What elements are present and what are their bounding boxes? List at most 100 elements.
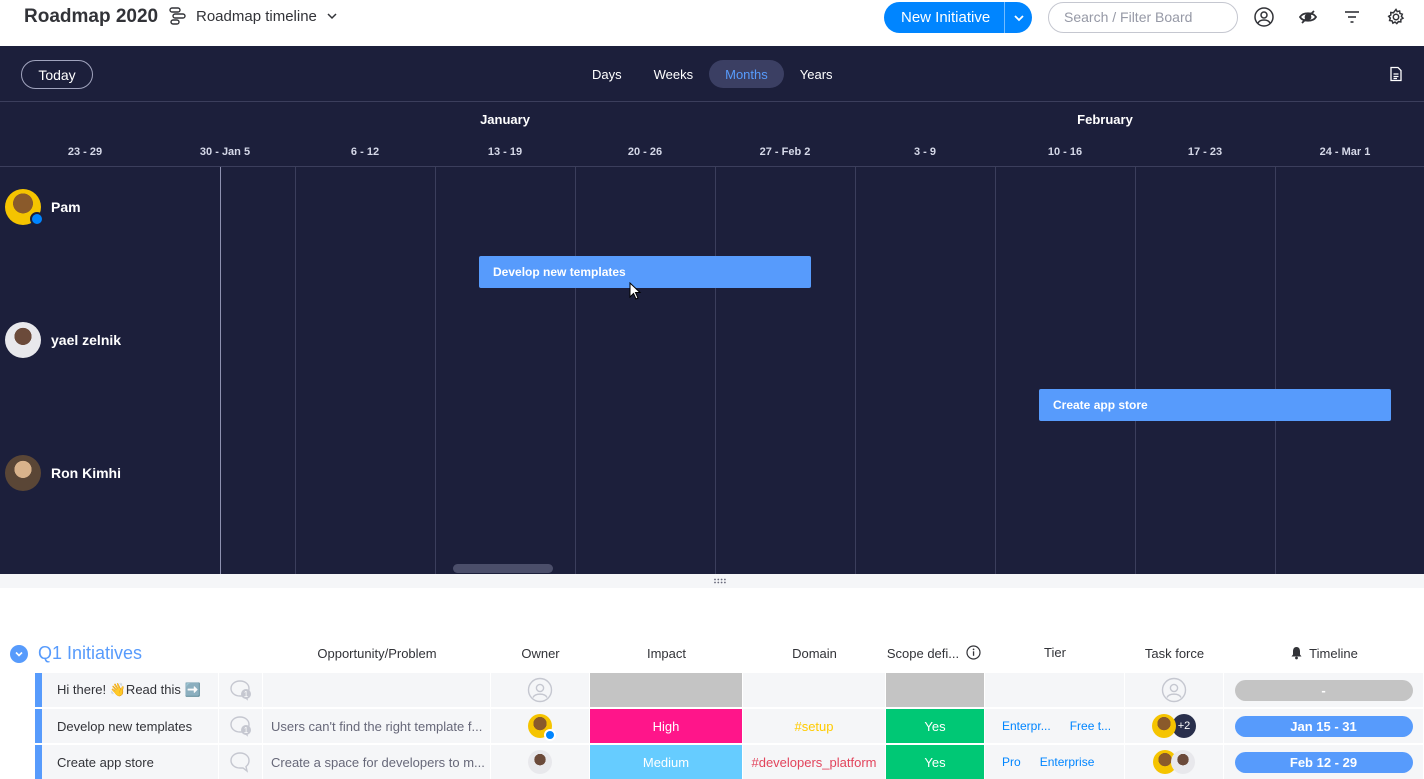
tier-tag: Enterpr... bbox=[1002, 719, 1051, 733]
group-name[interactable]: Q1 Initiatives bbox=[38, 643, 143, 663]
settings-gear-icon[interactable] bbox=[1385, 6, 1407, 28]
owner-cell[interactable] bbox=[491, 709, 590, 743]
column-header-tier[interactable]: Tier bbox=[1044, 645, 1066, 660]
scale-tab-weeks[interactable]: Weeks bbox=[653, 66, 694, 82]
board-title: Roadmap 2020 bbox=[24, 6, 159, 27]
group-color-stripe bbox=[35, 709, 42, 743]
owner-cell[interactable] bbox=[491, 673, 590, 707]
timeline-view-icon bbox=[168, 6, 188, 26]
scope-defined-cell[interactable] bbox=[886, 673, 985, 707]
timeline-cell[interactable]: Jan 15 - 31 bbox=[1224, 709, 1424, 743]
horizontal-scrollbar[interactable] bbox=[453, 564, 553, 573]
tier-cell[interactable]: Pro Enterprise bbox=[985, 745, 1125, 779]
drag-grip-icon[interactable] bbox=[713, 578, 727, 584]
person-row-pam[interactable]: Pam bbox=[5, 189, 81, 226]
person-filter-icon[interactable] bbox=[1253, 6, 1275, 28]
updates-button[interactable]: 1 bbox=[219, 709, 263, 743]
avatar[interactable] bbox=[1171, 750, 1195, 774]
tier-tag: Pro bbox=[1002, 755, 1021, 769]
filter-icon[interactable] bbox=[1341, 6, 1363, 28]
table-row[interactable]: Hi there! 👋Read this ➡️ 1 - bbox=[35, 673, 1424, 707]
new-initiative-label[interactable]: New Initiative bbox=[901, 9, 991, 26]
week-gridline bbox=[1275, 167, 1276, 574]
info-icon[interactable] bbox=[966, 645, 981, 660]
scale-tab-months[interactable]: Months bbox=[709, 60, 784, 88]
avatar[interactable] bbox=[528, 750, 552, 774]
opportunity-cell[interactable] bbox=[263, 673, 491, 707]
conversation-icon[interactable]: 1 bbox=[229, 715, 253, 737]
opportunity-cell[interactable]: Users can't find the right template f... bbox=[263, 709, 491, 743]
table-row[interactable]: Create app store Create a space for deve… bbox=[35, 745, 1424, 779]
today-button[interactable]: Today bbox=[21, 60, 93, 89]
scale-tab-years[interactable]: Years bbox=[799, 66, 833, 82]
column-header-opportunity[interactable]: Opportunity/Problem bbox=[317, 646, 437, 661]
conversation-icon[interactable]: 1 bbox=[229, 679, 253, 701]
updates-button[interactable] bbox=[219, 745, 263, 779]
task-force-cell[interactable]: +2 bbox=[1125, 709, 1224, 743]
avatar[interactable] bbox=[1152, 714, 1176, 738]
avatar[interactable] bbox=[528, 714, 556, 741]
group-header[interactable]: Q1 Initiatives bbox=[10, 643, 142, 664]
timeline-pill[interactable]: Jan 15 - 31 bbox=[1234, 715, 1413, 737]
mouse-cursor-icon bbox=[629, 282, 642, 300]
tier-cell[interactable] bbox=[985, 673, 1125, 707]
column-header-domain[interactable]: Domain bbox=[792, 646, 837, 661]
timeline-bar-create-app-store[interactable]: Create app store bbox=[1039, 389, 1391, 421]
hide-icon[interactable] bbox=[1297, 6, 1319, 28]
more-people-badge[interactable]: +2 bbox=[1172, 714, 1196, 738]
view-switcher[interactable]: Roadmap timeline bbox=[168, 6, 339, 26]
person-row-ron[interactable]: Ron Kimhi bbox=[5, 455, 121, 491]
avatar[interactable] bbox=[5, 455, 41, 491]
item-name[interactable]: Develop new templates bbox=[42, 709, 219, 743]
empty-person-icon[interactable] bbox=[527, 677, 553, 703]
task-force-cell[interactable] bbox=[1125, 745, 1224, 779]
new-initiative-button[interactable]: New Initiative bbox=[884, 2, 1032, 33]
avatar[interactable] bbox=[5, 322, 41, 358]
opportunity-cell[interactable]: Create a space for developers to m... bbox=[263, 745, 491, 779]
item-name[interactable]: Create app store bbox=[42, 745, 219, 779]
column-header-scope[interactable]: Scope defi... bbox=[886, 646, 960, 661]
export-document-icon[interactable] bbox=[1388, 66, 1404, 87]
owner-cell[interactable] bbox=[491, 745, 590, 779]
timeline-pill[interactable]: - bbox=[1234, 679, 1413, 701]
domain-cell[interactable]: #developers_platform bbox=[743, 745, 886, 779]
search-input[interactable]: Search / Filter Board bbox=[1048, 2, 1238, 33]
week-label: 3 - 9 bbox=[913, 146, 937, 158]
scope-defined-cell[interactable]: Yes bbox=[886, 745, 985, 779]
task-force-cell[interactable] bbox=[1125, 673, 1224, 707]
impact-status-cell[interactable]: High bbox=[590, 709, 743, 743]
timeline-cell[interactable]: - bbox=[1224, 673, 1424, 707]
impact-status-cell[interactable] bbox=[590, 673, 743, 707]
empty-person-icon[interactable] bbox=[1161, 677, 1187, 703]
week-gridline bbox=[995, 167, 996, 574]
column-header-owner[interactable]: Owner bbox=[521, 646, 560, 661]
tier-tag: Free t... bbox=[1069, 719, 1112, 733]
panel-resize-handle[interactable] bbox=[0, 574, 1424, 588]
timeline-pill[interactable]: Feb 12 - 29 bbox=[1234, 751, 1413, 773]
group-color-stripe bbox=[35, 673, 42, 707]
scale-tab-days[interactable]: Days bbox=[592, 66, 622, 82]
domain-cell[interactable] bbox=[743, 673, 886, 707]
top-bar: Roadmap 2020 Roadmap timeline New Initia… bbox=[0, 0, 1424, 46]
impact-status-cell[interactable]: Medium bbox=[590, 745, 743, 779]
new-item-dropdown-icon[interactable] bbox=[1005, 12, 1032, 24]
today-line bbox=[220, 167, 221, 574]
domain-cell[interactable]: #setup bbox=[743, 709, 886, 743]
person-name: Ron Kimhi bbox=[51, 465, 121, 481]
timeline-bar-develop-new-templates[interactable]: Develop new templates bbox=[479, 256, 811, 288]
timeline-cell[interactable]: Feb 12 - 29 bbox=[1224, 745, 1424, 779]
tier-cell[interactable]: Enterpr... Free t... bbox=[985, 709, 1125, 743]
updates-button[interactable]: 1 bbox=[219, 673, 263, 707]
column-header-impact[interactable]: Impact bbox=[646, 646, 686, 661]
timeline-panel: Today Days Weeks Months Years January Fe… bbox=[0, 46, 1424, 574]
scope-defined-cell[interactable]: Yes bbox=[886, 709, 985, 743]
person-row-yael[interactable]: yael zelnik bbox=[5, 322, 121, 358]
avatar[interactable] bbox=[5, 189, 44, 226]
item-name[interactable]: Hi there! 👋Read this ➡️ bbox=[42, 673, 219, 707]
chevron-down-icon[interactable] bbox=[325, 9, 339, 23]
table-row[interactable]: Develop new templates 1 Users can't find… bbox=[35, 709, 1424, 743]
column-header-timeline[interactable]: Timeline bbox=[1224, 646, 1424, 661]
conversation-icon[interactable] bbox=[229, 751, 253, 773]
collapse-group-icon[interactable] bbox=[10, 644, 28, 663]
column-header-task-force[interactable]: Task force bbox=[1144, 646, 1205, 661]
